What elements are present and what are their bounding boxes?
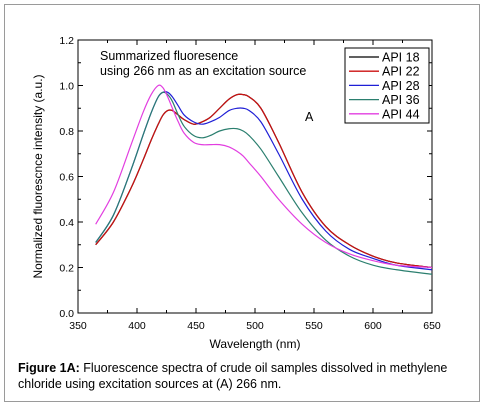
x-tick-label: 500 [246,320,264,332]
panel-label: A [305,110,314,124]
x-tick-label: 650 [423,320,441,332]
y-tick-label: 0.2 [59,263,74,275]
y-tick-label: 1.2 [59,35,74,47]
caption-label: Figure 1A: [18,361,80,375]
x-tick-label: 400 [128,320,146,332]
figure-caption: Figure 1A: Fluorescence spectra of crude… [18,360,466,392]
x-tick-label: 600 [364,320,382,332]
x-tick-label: 350 [69,320,87,332]
series-line-api-36 [95,91,433,275]
annotation-line-1: Summarized fluoresence [100,49,238,63]
y-tick-label: 0.4 [59,217,74,229]
legend-entry: API 44 [382,107,420,121]
x-axis-title: Wavelength (nm) [210,337,301,351]
legend-entry: API 18 [382,51,420,65]
caption-text: Fluorescence spectra of crude oil sample… [18,361,448,391]
series-line-api-44 [95,84,433,269]
x-tick-label: 450 [187,320,205,332]
legend-entry: API 36 [382,93,420,107]
y-tick-label: 0.0 [59,308,74,320]
y-tick-label: 0.8 [59,126,74,138]
axis-ticks: 350 400 450 500 550 600 650 0.0 0.2 0.4 0.6 0.8 1.0 1… [59,35,441,332]
legend-entry: API 22 [382,65,420,79]
series-line-api-22 [95,93,433,269]
x-tick-label: 550 [305,320,323,332]
y-tick-label: 0.6 [59,172,74,184]
y-tick-label: 1.0 [59,81,74,93]
y-axis-title: Normalized fluorescnce intensity (a.u.) [31,74,45,278]
fluorescence-chart: 350 400 450 500 550 600 650 0.0 0.2 0.4 0.6 0.8 1.0 1… [31,35,441,351]
series-lines [95,84,433,275]
legend-entry: API 28 [382,79,420,93]
annotation-line-2: using 266 nm as an excitation source [100,64,306,78]
